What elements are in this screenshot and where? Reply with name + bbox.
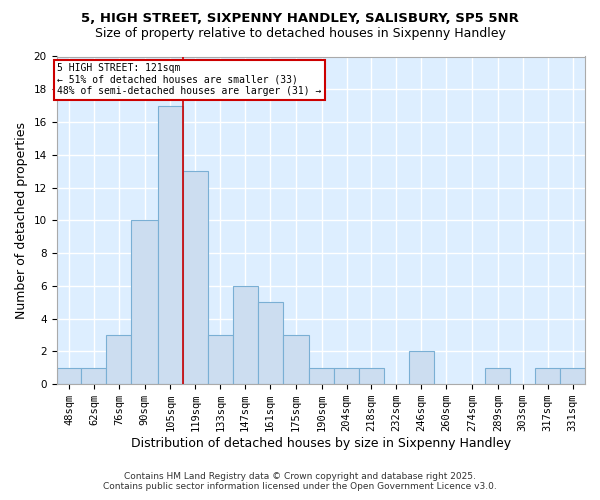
Text: 5 HIGH STREET: 121sqm
← 51% of detached houses are smaller (33)
48% of semi-deta: 5 HIGH STREET: 121sqm ← 51% of detached …	[58, 63, 322, 96]
Y-axis label: Number of detached properties: Number of detached properties	[15, 122, 28, 319]
Bar	[131, 220, 158, 384]
X-axis label: Distribution of detached houses by size in Sixpenny Handley: Distribution of detached houses by size …	[131, 437, 511, 450]
Bar	[409, 352, 434, 384]
Bar	[183, 171, 208, 384]
Bar	[560, 368, 585, 384]
Bar	[82, 368, 106, 384]
Bar	[56, 368, 82, 384]
Bar	[233, 286, 257, 384]
Bar	[334, 368, 359, 384]
Bar	[283, 335, 309, 384]
Text: Size of property relative to detached houses in Sixpenny Handley: Size of property relative to detached ho…	[95, 28, 505, 40]
Bar	[106, 335, 131, 384]
Bar	[208, 335, 233, 384]
Text: Contains HM Land Registry data © Crown copyright and database right 2025.
Contai: Contains HM Land Registry data © Crown c…	[103, 472, 497, 491]
Bar	[359, 368, 384, 384]
Bar	[485, 368, 510, 384]
Bar	[535, 368, 560, 384]
Bar	[158, 106, 183, 384]
Text: 5, HIGH STREET, SIXPENNY HANDLEY, SALISBURY, SP5 5NR: 5, HIGH STREET, SIXPENNY HANDLEY, SALISB…	[81, 12, 519, 26]
Bar	[309, 368, 334, 384]
Bar	[257, 302, 283, 384]
